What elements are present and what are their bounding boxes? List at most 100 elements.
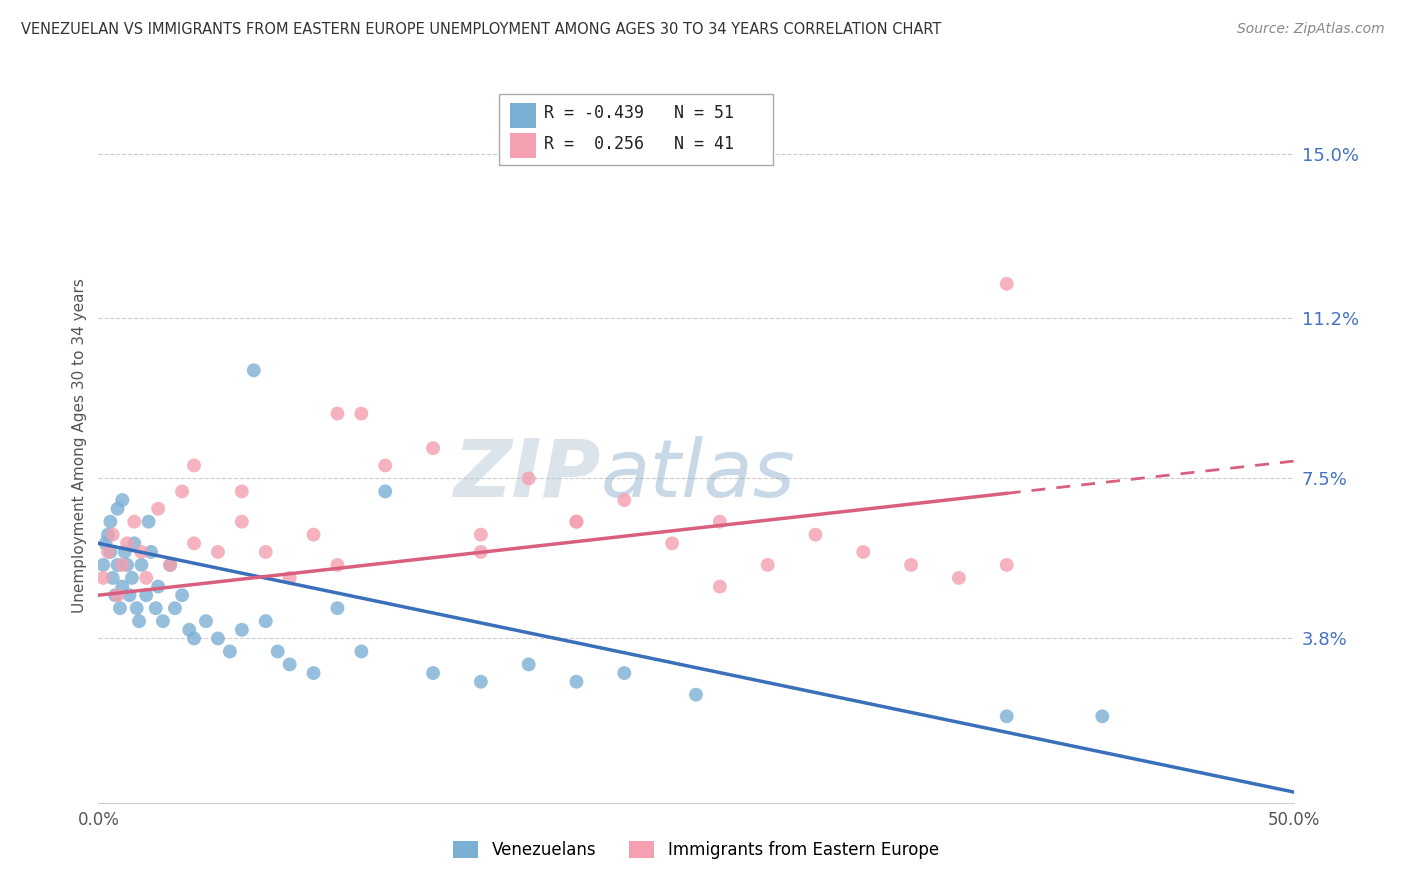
Point <box>470 545 492 559</box>
Point <box>278 657 301 672</box>
Point <box>115 536 138 550</box>
Point <box>422 441 444 455</box>
Point <box>124 536 146 550</box>
Point <box>183 458 205 473</box>
Point <box>125 601 148 615</box>
Point <box>243 363 266 377</box>
Point <box>207 632 229 646</box>
Point <box>195 614 218 628</box>
Point <box>302 666 325 681</box>
Point <box>278 571 301 585</box>
Point <box>470 674 492 689</box>
Point <box>613 666 636 681</box>
Point <box>900 558 922 572</box>
Point <box>326 407 349 421</box>
Point <box>107 501 129 516</box>
Point <box>565 515 588 529</box>
Point <box>350 407 373 421</box>
Point <box>124 515 146 529</box>
Point <box>422 666 444 681</box>
Point <box>97 527 120 541</box>
Point <box>565 674 588 689</box>
Point <box>91 571 114 585</box>
Point <box>709 580 731 594</box>
Point <box>159 558 181 572</box>
Point <box>94 536 117 550</box>
Point <box>231 484 253 499</box>
Point <box>231 623 253 637</box>
Point <box>207 545 229 559</box>
Text: Source: ZipAtlas.com: Source: ZipAtlas.com <box>1237 22 1385 37</box>
Point <box>374 458 396 473</box>
Point <box>135 571 157 585</box>
Point <box>709 515 731 529</box>
Point <box>91 558 114 572</box>
Point <box>995 277 1018 291</box>
Point <box>108 601 131 615</box>
Point <box>685 688 707 702</box>
Point <box>254 614 277 628</box>
Point <box>107 558 129 572</box>
Point <box>101 527 124 541</box>
Point <box>145 601 167 615</box>
Point <box>661 536 683 550</box>
Legend: Venezuelans, Immigrants from Eastern Europe: Venezuelans, Immigrants from Eastern Eur… <box>447 834 945 866</box>
Point <box>326 558 349 572</box>
Point <box>148 580 170 594</box>
Point <box>111 493 134 508</box>
Point <box>302 527 325 541</box>
Point <box>138 515 160 529</box>
Point <box>374 484 396 499</box>
Point <box>254 545 277 559</box>
Point <box>517 471 540 485</box>
Point <box>565 515 588 529</box>
Point <box>267 644 290 658</box>
Point <box>128 614 150 628</box>
Point <box>107 588 129 602</box>
Point <box>613 493 636 508</box>
Point <box>159 558 181 572</box>
Point <box>97 545 120 559</box>
Point <box>852 545 875 559</box>
Point <box>111 580 134 594</box>
Point <box>948 571 970 585</box>
Point <box>98 545 122 559</box>
Point <box>131 545 153 559</box>
Point <box>101 571 124 585</box>
Point <box>115 558 138 572</box>
Point <box>152 614 174 628</box>
Point <box>179 623 201 637</box>
Y-axis label: Unemployment Among Ages 30 to 34 years: Unemployment Among Ages 30 to 34 years <box>72 278 87 614</box>
Point <box>114 545 136 559</box>
Point <box>172 588 194 602</box>
Point <box>756 558 779 572</box>
Point <box>148 501 170 516</box>
Text: VENEZUELAN VS IMMIGRANTS FROM EASTERN EUROPE UNEMPLOYMENT AMONG AGES 30 TO 34 YE: VENEZUELAN VS IMMIGRANTS FROM EASTERN EU… <box>21 22 942 37</box>
Point <box>183 632 205 646</box>
Point <box>350 644 373 658</box>
Text: R = -0.439   N = 51: R = -0.439 N = 51 <box>544 104 734 122</box>
Point <box>804 527 827 541</box>
Text: atlas: atlas <box>600 435 796 514</box>
Point <box>139 545 162 559</box>
Text: R =  0.256   N = 41: R = 0.256 N = 41 <box>544 135 734 153</box>
Point <box>118 588 141 602</box>
Point <box>131 558 153 572</box>
Point <box>326 601 349 615</box>
Point <box>121 571 143 585</box>
Point <box>995 558 1018 572</box>
Point <box>1091 709 1114 723</box>
Point <box>219 644 242 658</box>
Point <box>470 527 492 541</box>
Point <box>172 484 194 499</box>
Point <box>995 709 1018 723</box>
Point <box>135 588 157 602</box>
Point <box>104 588 127 602</box>
Point <box>111 558 134 572</box>
Point <box>98 515 122 529</box>
Point <box>517 657 540 672</box>
Point <box>231 515 253 529</box>
Point <box>183 536 205 550</box>
Point <box>163 601 186 615</box>
Text: ZIP: ZIP <box>453 435 600 514</box>
